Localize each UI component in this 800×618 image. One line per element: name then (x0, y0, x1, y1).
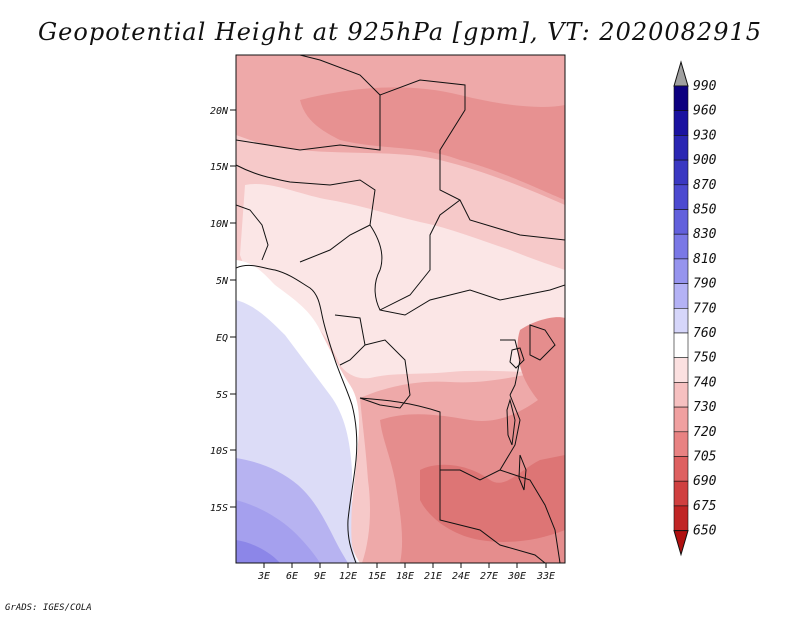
border-7 (359, 339, 411, 409)
colorbar-segment (673, 382, 689, 408)
map-frame (235, 54, 566, 564)
lake-tanganyika (506, 398, 516, 446)
colorbar-label: 930 (693, 128, 717, 143)
lat-tick-label: 10N (210, 219, 229, 230)
colorbar-label: 705 (693, 450, 717, 465)
lon-tick-label: 12E (339, 571, 357, 582)
colorbar-segment (673, 283, 689, 309)
colorbar-arrow-top (673, 60, 689, 87)
lat-axis: 20N 15N 10N 5N EQ 5S 10S 15S (210, 106, 236, 514)
lat-tick-label: 15S (210, 503, 228, 514)
colorbar-label: 990 (693, 79, 717, 94)
lon-tick-label: 18E (396, 571, 414, 582)
colorbar-label: 650 (693, 524, 717, 539)
colorbar-segment (673, 431, 689, 457)
border-11 (500, 339, 521, 396)
colorbar-label: 810 (693, 252, 717, 267)
colorbar-label: 750 (693, 351, 717, 366)
lon-axis: 3E 6E 9E 12E 15E 18E 21E 24E 27E 30E 33E (257, 563, 555, 582)
colorbar-segment (673, 505, 689, 531)
field-south-705 (420, 455, 565, 542)
lon-tick-label: 30E (507, 571, 526, 582)
field-north-dark (300, 87, 565, 200)
colorbar-label: 850 (693, 203, 717, 218)
colorbar-label: 870 (693, 178, 717, 193)
colorbar: 990 960 930 900 870 850 830 810 790 770 760 750 740 7… (673, 60, 717, 557)
border-10 (499, 469, 561, 563)
lon-tick-label: 21E (424, 571, 442, 582)
lon-tick-label: 15E (368, 571, 386, 582)
colorbar-segment (673, 307, 689, 334)
colorbar-segment (673, 159, 689, 186)
colorbar-segment (673, 456, 689, 482)
footer-credit: GrADS: IGES/COLA (5, 603, 92, 613)
lat-tick-label: 15N (210, 162, 229, 173)
boundaries-layer (236, 55, 565, 563)
colorbar-label: 760 (693, 326, 717, 341)
field-layer (236, 55, 565, 563)
lat-tick-label: 5S (216, 390, 228, 401)
chart-title: Geopotential Height at 925hPa [gpm], VT:… (38, 18, 762, 46)
colorbar-segment (673, 110, 689, 136)
colorbar-segment (673, 209, 689, 235)
lon-tick-label: 33E (536, 571, 555, 582)
colorbar-segment (673, 233, 689, 260)
colorbar-segment (673, 332, 689, 359)
border-5 (379, 284, 565, 316)
colorbar-label: 740 (693, 375, 717, 390)
colorbar-segment (673, 85, 689, 112)
border-8 (359, 394, 521, 481)
colorbar-label: 900 (693, 153, 717, 168)
border-1 (236, 55, 381, 151)
border-4 (369, 199, 461, 311)
lon-tick-label: 27E (480, 571, 498, 582)
colorbar-segment (673, 135, 689, 161)
lon-tick-label: 6E (286, 571, 298, 582)
border-2 (379, 79, 565, 241)
colorbar-label: 960 (693, 104, 717, 119)
colorbar-label: 675 (693, 499, 717, 514)
colorbar-label: 730 (693, 400, 717, 415)
field-ocean-830 (236, 540, 280, 563)
colorbar-label: 790 (693, 277, 717, 292)
colorbar-label: 770 (693, 301, 717, 316)
field-central-light (240, 183, 565, 379)
lon-tick-label: 3E (257, 571, 270, 582)
lon-tick-label: 9E (314, 571, 326, 582)
border-9 (439, 470, 546, 563)
colorbar-segment (673, 357, 689, 383)
colorbar-label: 690 (693, 474, 717, 489)
lat-tick-label: 20N (210, 106, 229, 117)
colorbar-label: 830 (693, 227, 717, 242)
lat-tick-label: EQ (216, 333, 228, 344)
lake-malawi (518, 454, 527, 491)
border-3 (236, 164, 376, 263)
lat-tick-label: 10S (210, 446, 228, 457)
coastline (236, 264, 358, 563)
border-12 (529, 324, 556, 361)
colorbar-segment (673, 184, 689, 210)
lon-tick-label: 24E (452, 571, 470, 582)
border-13 (236, 204, 269, 261)
colorbar-segment (673, 258, 689, 284)
colorbar-label: 720 (693, 425, 717, 440)
lat-tick-label: 5N (216, 276, 229, 287)
lake-victoria (509, 347, 525, 369)
colorbar-segment (673, 406, 689, 433)
colorbar-arrow-bottom (673, 530, 689, 557)
colorbar-segment (673, 480, 689, 507)
